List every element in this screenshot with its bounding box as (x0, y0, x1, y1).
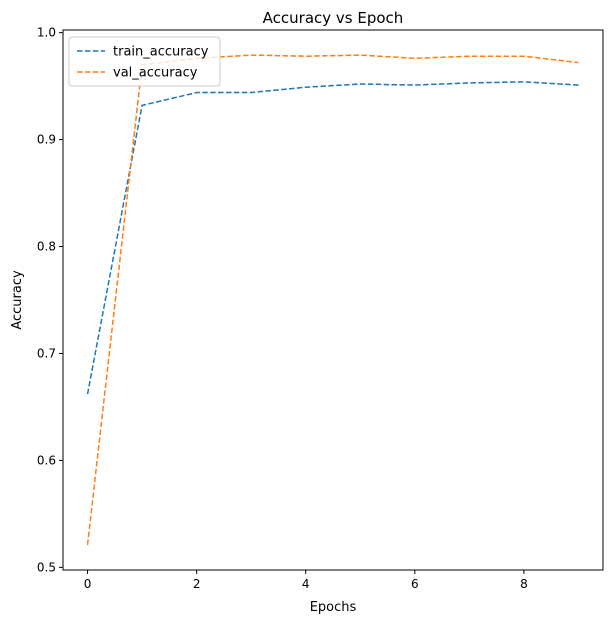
chart-title: Accuracy vs Epoch (263, 9, 404, 27)
series-line-train-accuracy (86, 81, 579, 395)
legend-label: train_accuracy (113, 45, 209, 60)
x-axis: 0 2 4 6 8 (84, 570, 528, 591)
y-tick-label: 0.9 (37, 133, 56, 147)
y-tick-label: 0.5 (37, 560, 56, 574)
y-tick-label: 0.6 (37, 453, 56, 467)
y-tick-label: 0.7 (37, 346, 56, 360)
y-tick-label: 1.0 (37, 26, 56, 40)
y-axis: 0.5 0.6 0.7 0.8 0.9 1.0 (37, 26, 63, 574)
y-axis-label: Accuracy (10, 270, 25, 330)
y-tick-label: 0.8 (37, 240, 56, 254)
plot-frame (62, 29, 604, 571)
legend: train_accuracy val_accuracy (68, 36, 221, 87)
x-axis-label: Epochs (310, 600, 357, 615)
legend-label: val_accuracy (113, 66, 198, 81)
x-tick-label: 8 (520, 577, 528, 591)
legend-box (68, 36, 221, 87)
x-tick-label: 6 (411, 577, 419, 591)
x-tick-label: 2 (193, 577, 201, 591)
plot-area (63, 30, 603, 570)
x-tick-label: 0 (84, 577, 92, 591)
x-tick-label: 4 (302, 577, 310, 591)
